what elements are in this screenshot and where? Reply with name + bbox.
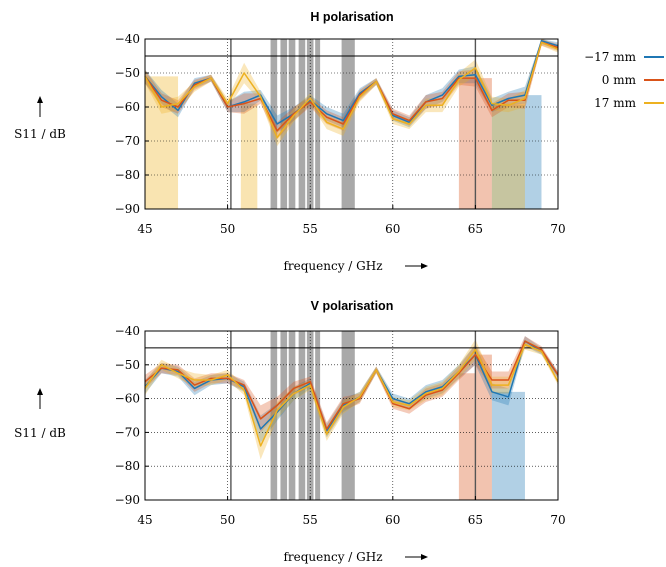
- x-tick-label: 50: [220, 513, 235, 527]
- dropout-region: [458, 78, 476, 209]
- y-tick-label: −90: [115, 493, 140, 507]
- y-axis-arrow: [37, 96, 43, 117]
- x-tick-label: 55: [303, 222, 318, 236]
- x-tick-label: 50: [220, 222, 235, 236]
- legend-label: −17 mm: [584, 50, 637, 64]
- dropout-region: [491, 391, 525, 500]
- shaded-band: [288, 331, 296, 500]
- x-axis-label: frequency / GHz: [283, 259, 382, 273]
- x-tick-label: 45: [137, 222, 152, 236]
- x-tick-label: 70: [550, 513, 565, 527]
- shaded-band: [288, 39, 296, 209]
- legend-item: 17 mm: [594, 96, 664, 110]
- y-tick-label: −50: [115, 66, 140, 80]
- dropout-region: [491, 105, 525, 209]
- series-bands: [145, 336, 558, 500]
- series-bands: [145, 39, 558, 210]
- shaded-band: [341, 331, 355, 500]
- dropout-region: [458, 373, 476, 500]
- shaded-band: [298, 39, 306, 209]
- legend-label: 0 mm: [602, 73, 637, 87]
- legend: −17 mm 0 mm 17 mm: [584, 50, 664, 110]
- y-tick-label: −40: [115, 32, 140, 46]
- x-tick-label: 45: [137, 513, 152, 527]
- dropout-region: [491, 103, 525, 209]
- shaded-band: [280, 331, 288, 500]
- y-axis-arrow: [37, 388, 43, 409]
- shaded-band: [341, 39, 355, 209]
- series-lines: [144, 340, 559, 447]
- series-line: [144, 41, 559, 139]
- x-axis-label: frequency / GHz: [283, 550, 382, 564]
- dropout-region: [475, 78, 492, 209]
- x-tick-label: 70: [550, 222, 565, 236]
- x-axis-arrow: [405, 263, 428, 269]
- x-tick-label: 60: [385, 513, 400, 527]
- chart-title: V polarisation: [311, 299, 394, 313]
- x-axis-arrow: [405, 554, 428, 560]
- axes: 45 50 55 60 65 70 −40 −50 −60 −70 −80 −90: [115, 32, 566, 236]
- x-tick-label: 65: [468, 513, 483, 527]
- x-tick-label: 65: [468, 222, 483, 236]
- y-tick-label: −90: [115, 202, 140, 216]
- shaded-band: [315, 331, 321, 500]
- dropout-region: [475, 354, 492, 500]
- series-lines: [144, 39, 559, 139]
- series-line: [144, 343, 559, 447]
- legend-label: 17 mm: [594, 96, 636, 110]
- axes: 45 50 55 60 65 70 −40 −50 −60 −70 −80 −90: [115, 324, 566, 527]
- v-polarisation-panel: V polarisation 45 50 55 60 65 70 −40 −50 −60 −70 −…: [14, 299, 565, 564]
- plot-frame: [144, 330, 559, 501]
- legend-item: −17 mm: [584, 50, 664, 64]
- x-tick-label: 60: [385, 222, 400, 236]
- plot-frame: [144, 38, 559, 210]
- dropout-region: [145, 76, 179, 210]
- x-tick-label: 55: [303, 513, 318, 527]
- y-tick-label: −60: [115, 100, 140, 114]
- y-axis-label: S11 / dB: [14, 426, 66, 440]
- h-polarisation-panel: H polarisation 45 50 55 60 65 70 −40 −50 −60 −70 −…: [14, 10, 565, 273]
- y-tick-label: −50: [115, 358, 140, 372]
- y-tick-label: −70: [115, 425, 140, 439]
- y-tick-label: −40: [115, 324, 140, 338]
- series-band: [145, 339, 558, 460]
- y-tick-label: −80: [115, 168, 140, 182]
- dropout-region: [524, 95, 542, 209]
- legend-item: 0 mm: [602, 73, 664, 87]
- y-axis-label: S11 / dB: [14, 127, 66, 141]
- dropout-region: [240, 103, 258, 209]
- y-tick-label: −70: [115, 134, 140, 148]
- chart-title: H polarisation: [310, 10, 393, 24]
- y-tick-label: −80: [115, 459, 140, 473]
- shaded-band: [298, 331, 306, 500]
- shaded-band: [315, 39, 321, 209]
- y-tick-label: −60: [115, 392, 140, 406]
